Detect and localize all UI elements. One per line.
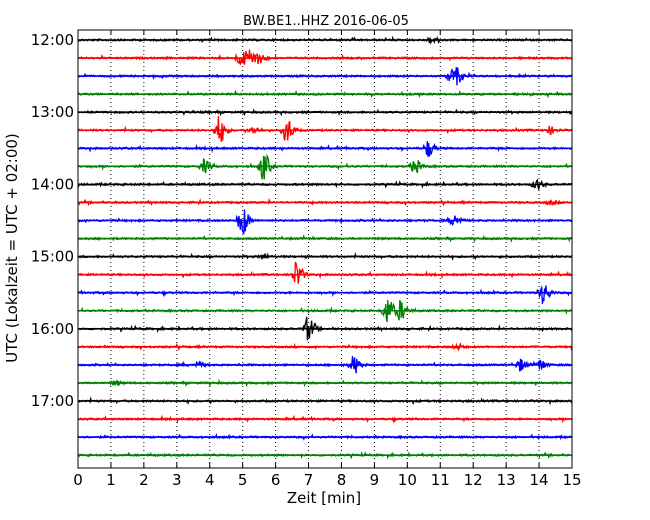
trace-1345 [77,153,573,180]
x-tick-label-5: 5 [238,471,248,489]
x-tick-label-9: 9 [370,471,380,489]
y-tick-label-1500: 15:00 [31,248,74,266]
y-tick-label-1700: 17:00 [31,392,74,410]
trace-1315 [77,116,572,142]
x-tick-label-3: 3 [172,471,182,489]
plot-frame [77,29,573,469]
x-tick-label-14: 14 [530,471,549,489]
x-axis-label: Zeit [min] [287,489,361,507]
chart-title: BW.BE1..HHZ 2016-06-05 [243,14,409,29]
x-tick-label-8: 8 [337,471,347,489]
x-tick-label-0: 0 [73,471,83,489]
trace-1530 [77,285,573,304]
x-tick-label-4: 4 [205,471,215,489]
x-tick-label-15: 15 [562,471,581,489]
axis-ticks: 0 1 2 3 4 5 6 7 8 9 10 11 12 13 14 1512:0013:0014:0015:… [31,30,582,489]
x-tick-label-2: 2 [139,471,149,489]
x-tick-label-1: 1 [106,471,116,489]
trace-1215 [77,49,573,65]
x-tick-label-7: 7 [304,471,314,489]
trace-1515 [77,261,573,284]
trace-group [77,35,573,460]
x-tick-label-11: 11 [431,471,450,489]
y-tick-label-1200: 12:00 [31,31,74,49]
y-tick-label-1400: 14:00 [31,175,74,193]
y-tick-label-1300: 13:00 [31,103,74,121]
trace-1430 [77,209,572,235]
y-tick-label-1600: 16:00 [31,320,74,338]
x-tick-label-12: 12 [464,471,483,489]
x-tick-label-6: 6 [271,471,281,489]
y-axis-label: UTC (Lokalzeit = UTC + 02:00) [3,133,21,363]
x-tick-label-10: 10 [398,471,417,489]
x-tick-label-13: 13 [497,471,516,489]
